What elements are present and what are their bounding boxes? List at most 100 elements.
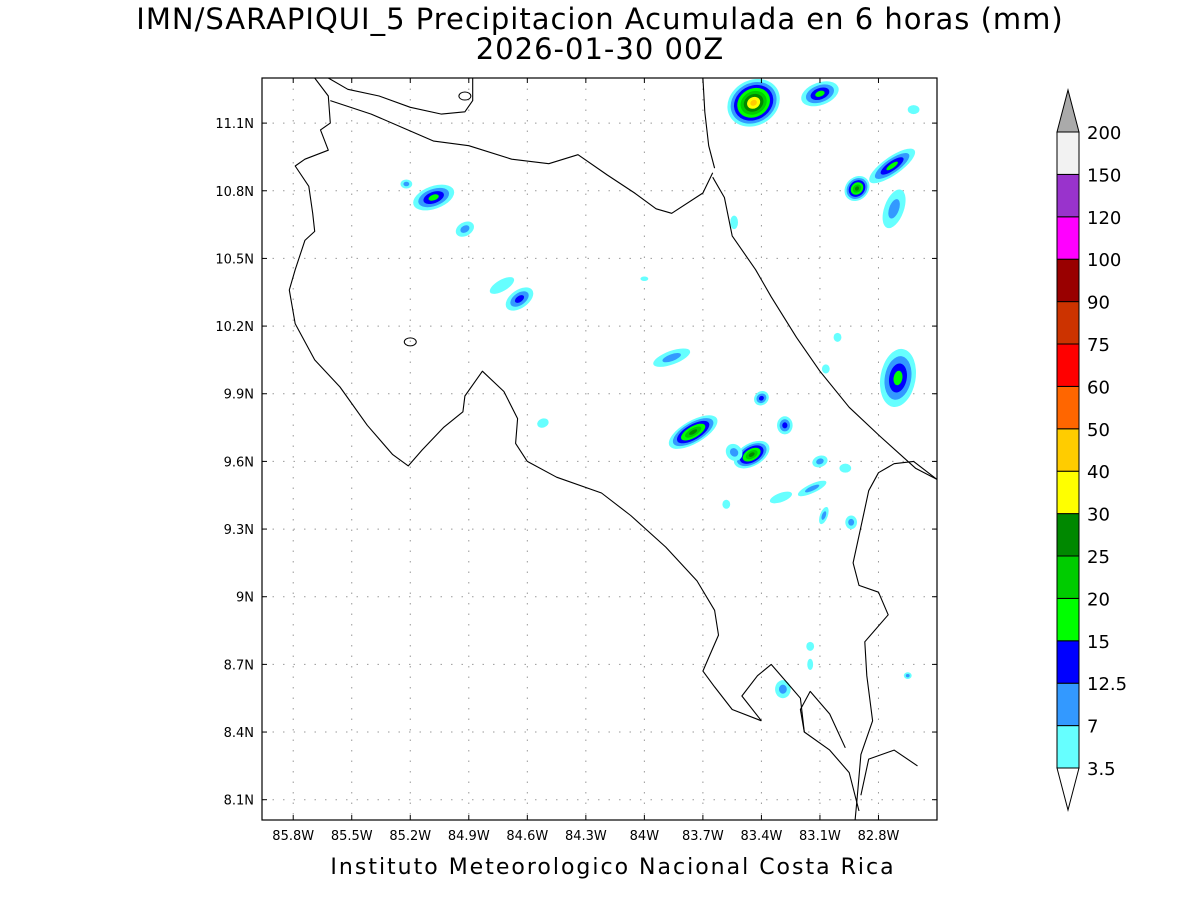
colorbar-label: 90 bbox=[1087, 293, 1110, 314]
precip-cell bbox=[727, 78, 780, 127]
precip-cell bbox=[653, 348, 691, 367]
colorbar-segment bbox=[1056, 173, 1080, 218]
precip-contour bbox=[821, 364, 830, 374]
precip-cell bbox=[489, 277, 515, 294]
lon-tick-label: 84.9W bbox=[448, 829, 490, 844]
lon-tick-label: 83.4W bbox=[741, 829, 783, 844]
precip-cell bbox=[413, 184, 455, 211]
colorbar-label: 120 bbox=[1087, 208, 1121, 229]
lon-tick-label: 85.2W bbox=[389, 829, 431, 844]
precip-cell bbox=[812, 455, 828, 468]
precip-contour bbox=[821, 511, 827, 520]
colorbar-label: 40 bbox=[1087, 462, 1110, 483]
lat-tick-label: 11.1N bbox=[215, 117, 254, 132]
precip-cell bbox=[769, 491, 793, 504]
colorbar-segment bbox=[1056, 597, 1080, 642]
precip-contour bbox=[730, 215, 739, 230]
precip-cell bbox=[844, 175, 870, 202]
colorbar-segment bbox=[1056, 470, 1080, 515]
precipitation-field bbox=[400, 78, 920, 699]
coastline-segment bbox=[328, 78, 474, 115]
coastline-segment bbox=[330, 100, 714, 214]
colorbar-segment bbox=[1056, 301, 1080, 345]
island bbox=[403, 337, 417, 347]
colorbar-segment bbox=[1056, 682, 1080, 727]
map-title: IMN/SARAPIQUI_5 Precipitacion Acumulada … bbox=[136, 2, 1064, 36]
map-datetime: 2026-01-30 00Z bbox=[475, 32, 725, 66]
precip-contour bbox=[807, 658, 814, 671]
colorbar-label: 12.5 bbox=[1087, 674, 1127, 695]
lat-tick-label: 8.7N bbox=[224, 658, 254, 673]
precip-cell bbox=[505, 287, 534, 311]
lat-tick-label: 9.3N bbox=[224, 523, 254, 538]
footer-credit: Instituto Meteorologico Nacional Costa R… bbox=[330, 855, 896, 880]
precip-cell bbox=[725, 443, 743, 461]
precip-contour bbox=[662, 353, 681, 363]
lon-tick-label: 83.1W bbox=[799, 829, 841, 844]
precip-contour bbox=[886, 161, 898, 171]
lat-tick-label: 9N bbox=[236, 591, 254, 606]
precip-contour bbox=[806, 641, 815, 651]
precip-cell bbox=[907, 105, 920, 115]
precip-cell bbox=[833, 332, 842, 342]
precip-contour bbox=[888, 199, 900, 219]
lon-tick-label: 82.8W bbox=[858, 829, 900, 844]
precip-cell bbox=[455, 221, 474, 237]
precip-contour bbox=[428, 194, 439, 201]
lon-tick-label: 83.7W bbox=[682, 829, 724, 844]
axis-ticks: 85.8W 85.5W 85.2W 84.9W 84.6W 84.3W 84W 83.7W 83… bbox=[215, 78, 937, 844]
precip-cell bbox=[640, 276, 649, 281]
lon-tick-label: 84.6W bbox=[506, 829, 548, 844]
precip-cell bbox=[668, 415, 718, 449]
coastline-segment bbox=[860, 749, 918, 796]
colorbar-segment bbox=[1056, 385, 1080, 430]
coastline-segment bbox=[799, 690, 846, 749]
grid-lines bbox=[262, 78, 937, 820]
lon-tick-label: 84W bbox=[630, 829, 660, 844]
precip-cell bbox=[400, 179, 413, 189]
coastline-segment bbox=[288, 78, 762, 722]
colorbar-label: 7 bbox=[1087, 717, 1098, 738]
lat-tick-label: 10.5N bbox=[215, 252, 254, 267]
precip-contour bbox=[640, 276, 649, 281]
precip-contour bbox=[769, 491, 793, 504]
precip-contour bbox=[750, 99, 757, 106]
precip-cell bbox=[882, 189, 906, 229]
precip-cell bbox=[819, 506, 829, 525]
precip-cell bbox=[775, 680, 791, 699]
coastline bbox=[288, 78, 937, 820]
colorbar-label: 200 bbox=[1087, 123, 1121, 144]
colorbar-segment bbox=[1056, 513, 1080, 557]
precip-contour bbox=[815, 90, 825, 97]
precip-cell bbox=[730, 215, 739, 230]
precip-contour bbox=[905, 673, 910, 678]
precip-contour bbox=[758, 395, 764, 401]
colorbar-label: 150 bbox=[1087, 165, 1121, 186]
colorbar-segment bbox=[1056, 428, 1080, 472]
precip-cell bbox=[839, 463, 852, 473]
precip-cell bbox=[754, 391, 769, 406]
colorbar-label: 50 bbox=[1087, 420, 1110, 441]
precip-contour bbox=[460, 225, 470, 233]
precip-contour bbox=[778, 684, 787, 694]
precip-contour bbox=[537, 418, 549, 428]
lat-tick-label: 9.9N bbox=[224, 388, 254, 403]
colorbar-segment bbox=[1056, 258, 1080, 303]
colorbar-label: 25 bbox=[1087, 547, 1110, 568]
precip-contour bbox=[907, 105, 920, 115]
colorbar-over-arrow bbox=[1056, 88, 1080, 133]
precip-contour bbox=[489, 277, 515, 294]
lat-tick-label: 8.4N bbox=[224, 726, 254, 741]
colorbar-segment bbox=[1056, 640, 1080, 684]
coastline-segment bbox=[712, 176, 937, 480]
precip-cell bbox=[869, 148, 916, 184]
colorbar-label: 100 bbox=[1087, 250, 1121, 271]
precip-cell bbox=[821, 364, 830, 374]
precip-cell bbox=[733, 440, 770, 469]
colorbar-label: 30 bbox=[1087, 505, 1110, 526]
island bbox=[458, 91, 472, 101]
precip-cell bbox=[845, 515, 858, 530]
precip-cell bbox=[722, 499, 731, 509]
colorbar-segment bbox=[1056, 343, 1080, 387]
